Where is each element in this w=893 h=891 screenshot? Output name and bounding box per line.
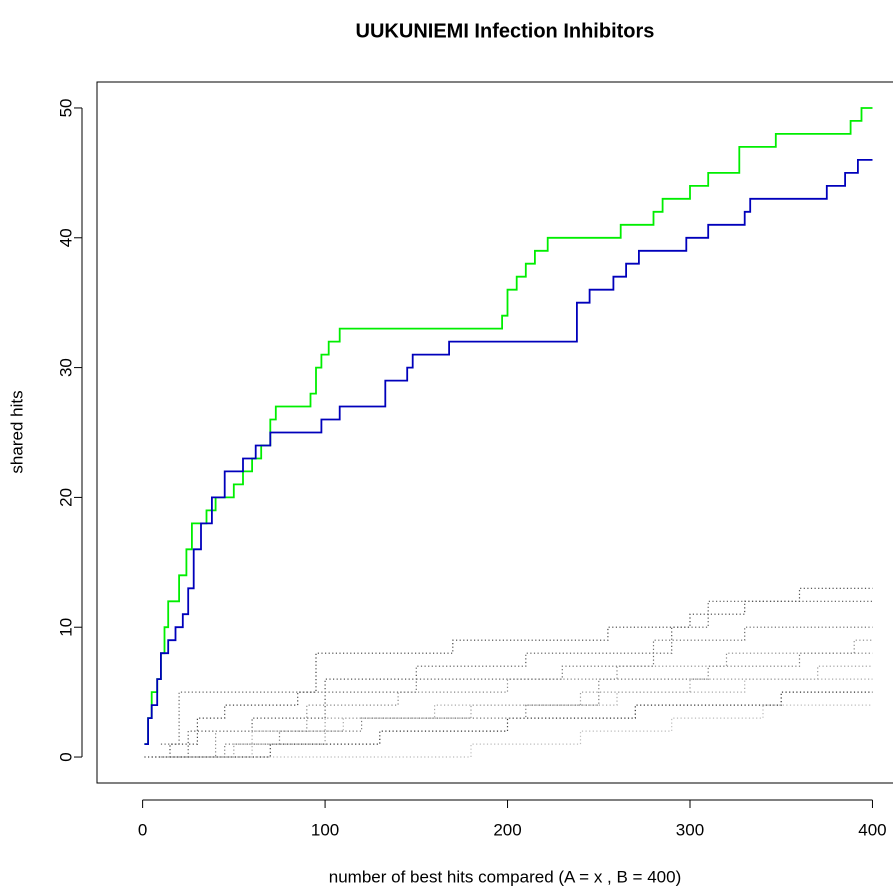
series-line <box>151 639 873 758</box>
x-tick-label: 0 <box>138 820 147 839</box>
series-line <box>170 691 873 758</box>
plot-box <box>96 81 893 784</box>
series-line <box>160 626 873 745</box>
x-tick-label: 100 <box>311 820 339 839</box>
y-axis-label: shared hits <box>7 390 26 473</box>
y-tick-label: 40 <box>56 228 75 247</box>
x-tick-label: 200 <box>493 820 521 839</box>
chart-title: UUKUNIEMI Infection Inhibitors <box>356 20 655 42</box>
series-line <box>160 665 873 758</box>
series-line <box>144 107 873 745</box>
x-axis-label: number of best hits compared (A = x , B … <box>329 867 681 886</box>
x-tick-label: 400 <box>858 820 886 839</box>
series-line <box>179 678 873 758</box>
series-line <box>197 704 873 758</box>
series-line <box>144 587 873 758</box>
y-tick-label: 50 <box>56 99 75 118</box>
y-tick-label: 20 <box>56 488 75 507</box>
series-line <box>151 652 873 758</box>
y-tick-label: 30 <box>56 358 75 377</box>
x-tick-label: 300 <box>676 820 704 839</box>
y-tick-label: 10 <box>56 618 75 637</box>
y-tick-label: 0 <box>56 752 75 761</box>
series-line <box>144 159 873 745</box>
